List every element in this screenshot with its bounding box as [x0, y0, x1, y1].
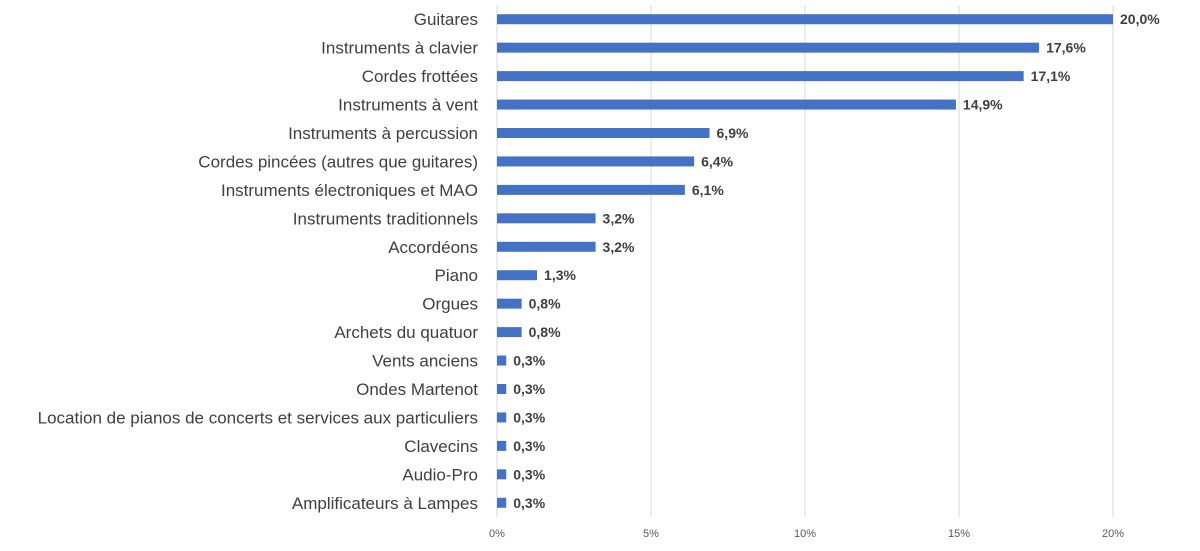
- bars: [497, 14, 1113, 508]
- category-labels: Guitares Instruments à clavier Cordes frot…: [38, 10, 479, 513]
- category-label: Instruments à percussion: [288, 124, 478, 143]
- data-label: 3,2%: [603, 239, 635, 255]
- category-label: Instruments traditionnels: [293, 209, 478, 228]
- bar: [497, 469, 507, 480]
- data-label: 0,3%: [513, 381, 545, 397]
- bar: [497, 99, 956, 110]
- data-label: 17,1%: [1031, 68, 1071, 84]
- bar: [497, 184, 685, 195]
- category-label: Guitares: [414, 10, 478, 29]
- data-labels: 20,0% 17,6% 17,1% 14,9% 6,9% 6,4% 6,1% 3,2% 3,2%…: [513, 11, 1160, 511]
- bar: [497, 298, 522, 309]
- bar: [497, 241, 596, 252]
- category-label: Amplificateurs à Lampes: [292, 494, 478, 513]
- category-label: Archets du quatuor: [334, 323, 478, 342]
- data-label: 0,3%: [513, 466, 545, 482]
- data-label: 14,9%: [963, 97, 1003, 113]
- data-label: 0,8%: [529, 296, 561, 312]
- bar: [497, 156, 695, 167]
- category-label: Audio-Pro: [402, 465, 478, 484]
- x-tick-label: 5%: [643, 528, 659, 540]
- data-label: 0,3%: [513, 353, 545, 369]
- bar: [497, 412, 507, 423]
- bar: [497, 128, 710, 138]
- category-label: Ondes Martenot: [356, 380, 478, 399]
- category-label: Orgues: [422, 295, 478, 314]
- category-label: Vents anciens: [372, 352, 478, 371]
- category-label: Instruments électroniques et MAO: [221, 181, 478, 200]
- x-tick-label: 20%: [1102, 528, 1124, 540]
- data-label: 0,3%: [513, 495, 545, 511]
- bar: [497, 355, 507, 366]
- x-tick-label: 0%: [489, 528, 505, 540]
- category-label: Instruments à clavier: [321, 39, 478, 58]
- category-label: Clavecins: [404, 437, 478, 456]
- gridlines: [496, 5, 1114, 517]
- bar: [497, 497, 507, 508]
- bar: [497, 14, 1113, 25]
- bar: [497, 440, 507, 451]
- data-label: 1,3%: [544, 267, 576, 283]
- data-label: 6,1%: [692, 182, 724, 198]
- bar: [497, 42, 1040, 53]
- category-label: Piano: [435, 266, 478, 285]
- x-axis-ticks: 0% 5% 10% 15% 20%: [489, 528, 1124, 540]
- bar: [497, 384, 507, 394]
- bar: [497, 327, 522, 338]
- data-label: 20,0%: [1120, 11, 1160, 27]
- bar: [497, 213, 596, 224]
- category-label: Cordes frottées: [362, 67, 478, 86]
- data-label: 6,4%: [701, 153, 733, 169]
- category-label: Instruments à vent: [338, 96, 478, 115]
- data-label: 0,8%: [529, 324, 561, 340]
- category-label: Cordes pincées (autres que guitares): [198, 152, 478, 171]
- category-label: Accordéons: [388, 238, 478, 257]
- data-label: 3,2%: [603, 210, 635, 226]
- bar: [497, 270, 538, 281]
- x-tick-label: 10%: [794, 528, 816, 540]
- data-label: 6,9%: [717, 125, 749, 141]
- category-label: Location de pianos de concerts et servic…: [38, 408, 478, 427]
- data-label: 0,3%: [513, 409, 545, 425]
- bar: [497, 71, 1024, 82]
- x-tick-label: 15%: [948, 528, 970, 540]
- data-label: 0,3%: [513, 438, 545, 454]
- data-label: 17,6%: [1046, 40, 1086, 56]
